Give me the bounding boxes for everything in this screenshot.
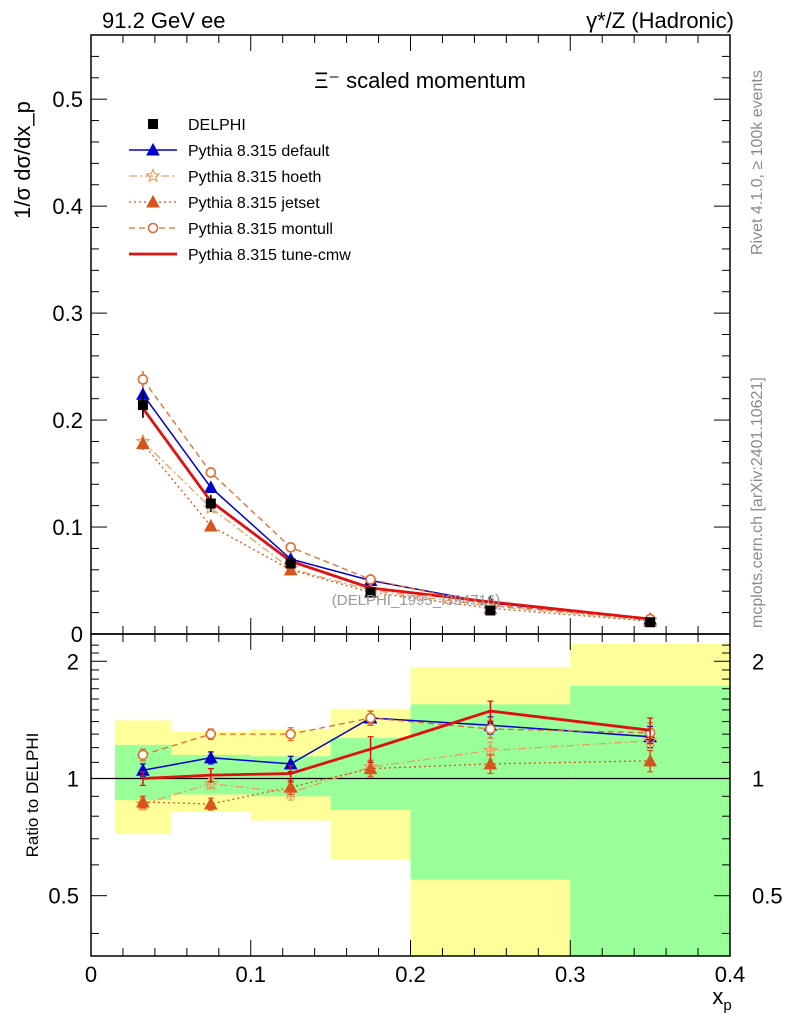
ratio-series-point-montull [485,723,496,735]
main-series-point-montull [365,574,376,585]
rivet-version-label: Rivet 4.1.0, ≥ 100k events [749,70,766,255]
main-series-line-hoeth [142,440,651,621]
main-plot-marks: 0 0.1 0.2 0.3 0.4 0.5 [52,35,731,647]
legend-label-hoeth: Pythia 8.315 hoeth [188,169,321,186]
main-series-point-montull [285,542,296,553]
ratio-series-point-hoeth [482,742,499,758]
header-process-label: γ*/Z (Hadronic) [586,8,734,33]
mcplots-label: mcplots.cern.ch [arXiv:2401.10621] [749,377,766,628]
ratio-y-tick-label-right: 1 [752,766,764,791]
ratio-series-point-montull [285,728,296,740]
ratio-plot-marks: 0.5 0.5 1 1 2 2 0 0.1 0.2 0.3 0.4 [48,634,783,987]
ratio-series-point-jetset [643,753,657,767]
ratio-y-axis-label: Ratio to DELPHI [23,733,42,858]
legend-label-default: Pythia 8.315 default [188,143,330,160]
ratio-series-line-jetset [142,760,651,805]
main-y-tick-label: 0 [71,622,83,647]
legend-label-tunecmw: Pythia 8.315 tune-cmw [188,247,351,264]
legend-label-data: DELPHI [188,117,246,134]
legend-label-montull: Pythia 8.315 montull [188,221,333,238]
data-point [285,558,296,569]
x-tick-label: 0.4 [715,962,746,987]
legend-marker-default [146,142,160,156]
main-series-point-jetset [203,518,218,532]
ratio-series-point-jetset [283,780,298,793]
ratio-y-tick-label: 0.5 [48,884,79,909]
ratio-y-tick-label-right: 2 [752,649,764,674]
data-point [365,587,376,598]
x-tick-label: 0.1 [235,962,266,987]
legend: DELPHI Pythia 8.315 default Pythia 8.315 h… [129,117,351,264]
ratio-series-line-montull [142,717,651,756]
main-y-tick-label: 0.1 [52,515,83,540]
ratio-series-point-montull [205,728,217,740]
main-series-point-default [203,480,218,493]
ratio-series-point-default [203,750,218,764]
header-energy-label: 91.2 GeV ee [102,8,226,33]
ratio-plot: 0.5 0.51 12 20 0.1 0.2 0.3 0.4 Ratio to DELPHI … [23,633,783,1014]
legend-marker-data [148,119,158,129]
ratio-series-point-jetset [203,796,218,810]
ratio-y-tick-label-right: 0.5 [752,884,783,909]
ratio-series-point-jetset [363,761,378,775]
main-y-tick-label: 0.5 [52,87,83,112]
legend-marker-hoeth [145,167,161,183]
main-y-tick-label: 0.4 [52,194,83,219]
data-point [645,617,656,628]
legend-marker-montull [147,222,159,234]
ratio-series-line-tunecmw [142,709,651,780]
main-y-axis-label: 1/σ dσ/dx_p [10,101,35,219]
data-point [137,400,148,411]
x-axis-label: xp [712,984,731,1014]
ratio-y-tick-label: 2 [67,649,79,674]
ratio-series-point-jetset [483,756,498,770]
x-tick-label: 0.2 [395,962,426,987]
main-series-line-montull [142,379,651,620]
data-point [485,605,496,616]
data-point [205,498,216,509]
legend-marker-jetset [146,194,160,208]
ratio-series-point-jetset [136,794,150,808]
ratio-plot-frame [90,633,731,957]
main-series-point-montull [205,467,217,478]
ratio-y-tick-label: 1 [67,766,79,791]
main-series-point-montull [137,374,149,385]
ratio-series-line-default [142,717,651,771]
main-y-tick-label: 0.3 [52,301,83,326]
main-plot-frame [90,34,731,635]
main-series-line-tunecmw [141,407,651,621]
x-tick-label: 0.3 [555,962,586,987]
main-plot: 0 0.1 0.2 0.3 0.4 0.5 Ξ⁻ scaled momentum (DEL… [10,34,731,647]
ratio-series-line-hoeth [142,740,651,805]
main-y-tick-label: 0.2 [52,408,83,433]
watermark-label: (DELPHI_1995_I394716) [332,592,500,609]
main-plot-title: Ξ⁻ scaled momentum [314,68,526,93]
legend-label-jetset: Pythia 8.315 jetset [188,195,320,212]
main-series-point-jetset [283,562,298,576]
main-series-point-jetset [136,436,150,450]
ratio-series-point-hoeth [203,775,219,791]
ratio-series-point-montull [365,712,376,724]
ratio-series-point-montull [137,749,149,761]
x-tick-label: 0 [85,962,97,987]
